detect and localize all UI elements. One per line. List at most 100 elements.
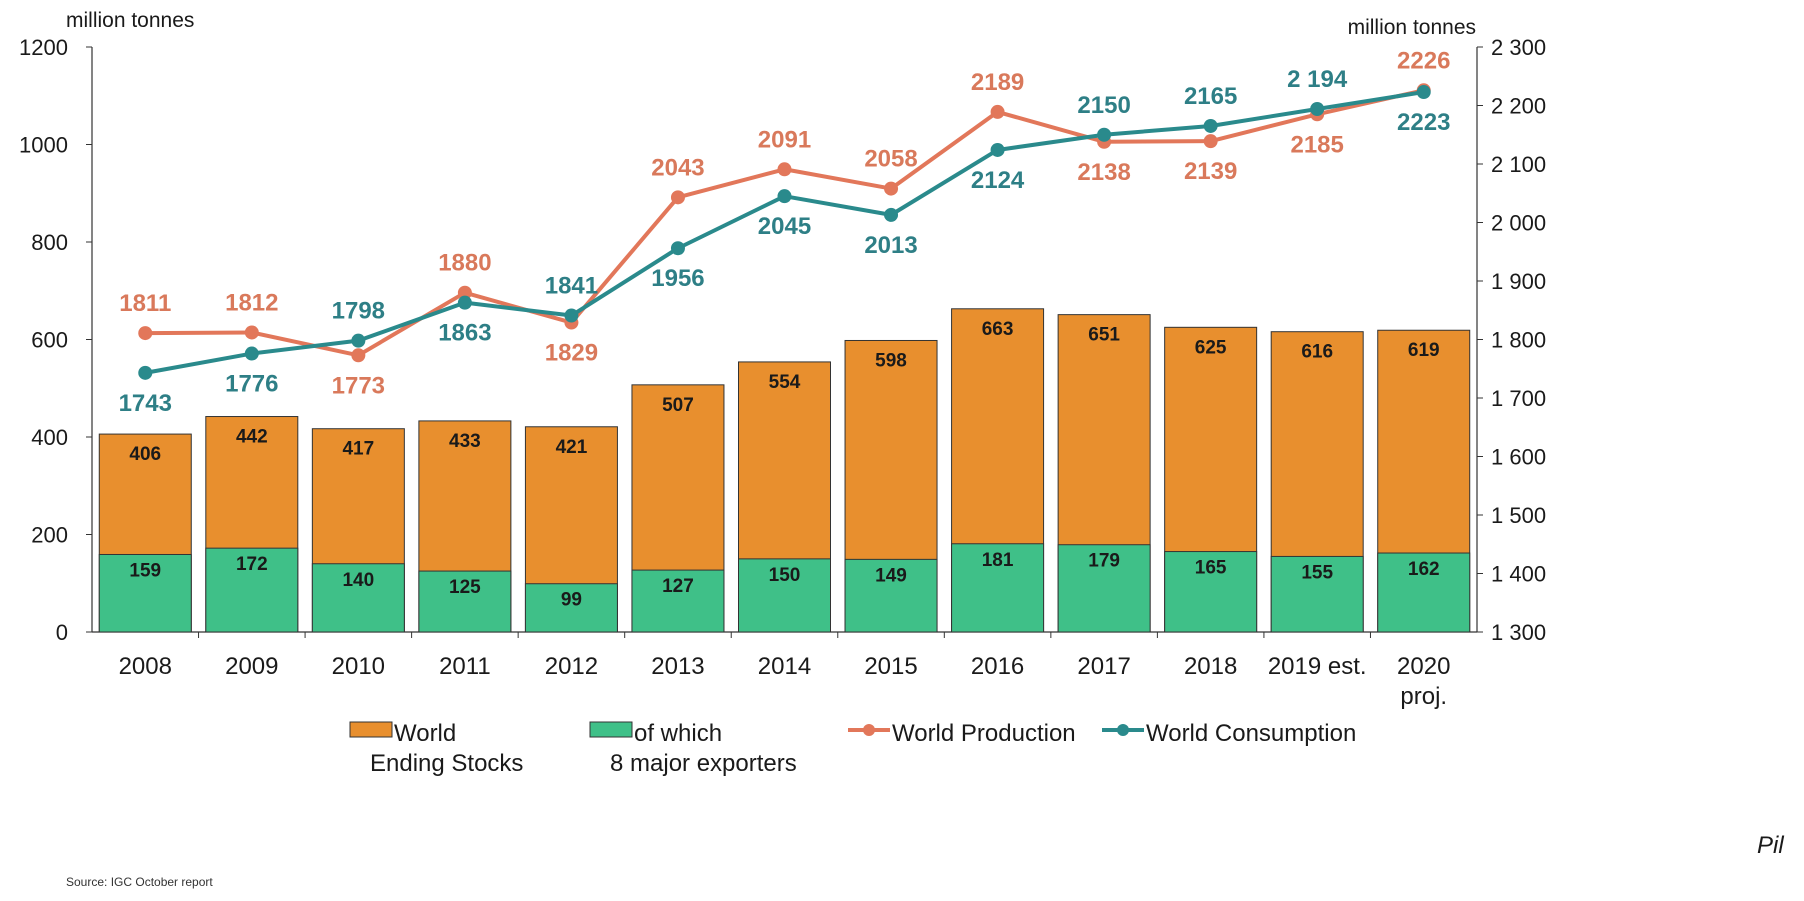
production-label: 1773 (332, 372, 385, 399)
production-point (670, 190, 685, 205)
x-tick-label: 2020 (1397, 653, 1450, 680)
bar-label-ending-stocks: 406 (129, 444, 161, 465)
consumption-label: 2165 (1184, 83, 1237, 110)
production-label: 2226 (1397, 47, 1450, 74)
corner-text: Pil (1757, 832, 1784, 859)
left-tick-label: 200 (31, 523, 68, 548)
right-tick-label: 1 400 (1491, 562, 1546, 587)
consumption-point (990, 142, 1005, 157)
consumption-point (564, 308, 579, 323)
consumption-point (138, 365, 153, 380)
production-point (884, 181, 899, 196)
production-label: 1811 (119, 290, 171, 317)
production-label: 2138 (1077, 159, 1130, 186)
production-label: 2139 (1184, 158, 1237, 185)
bar-8-major-exporters (418, 570, 512, 633)
production-point (244, 325, 259, 340)
bar-8-major-exporters (1057, 544, 1151, 633)
legend-label: World Production (892, 720, 1076, 747)
bar-label-ending-stocks: 663 (982, 319, 1014, 340)
legend-swatch (349, 721, 393, 738)
bar-8-major-exporters (738, 558, 831, 633)
consumption-label: 2150 (1077, 92, 1130, 119)
right-tick-label: 2 100 (1491, 152, 1546, 177)
bar-label-major-exporters: 149 (875, 565, 907, 586)
bar-label-ending-stocks: 619 (1408, 340, 1440, 361)
bar-8-major-exporters (951, 543, 1045, 633)
plot-area: 0 200 400 600 800 1000 1200 1 300 1 400 1 500 1 60… (19, 35, 1546, 710)
legend-label: Ending Stocks (370, 750, 523, 777)
bar-8-major-exporters (844, 558, 938, 633)
production-point (1203, 134, 1218, 149)
bar-label-major-exporters: 125 (449, 577, 481, 598)
consumption-point (1097, 127, 1112, 142)
left-tick-label: 1200 (19, 35, 68, 60)
x-tick-label: 2011 (439, 653, 491, 680)
consumption-point (1310, 102, 1325, 117)
consumption-point (670, 241, 685, 256)
consumption-point (1203, 118, 1218, 133)
consumption-label: 1798 (332, 298, 385, 325)
bar-label-ending-stocks: 442 (236, 427, 268, 448)
x-tick-label: 2019 est. (1268, 653, 1367, 680)
production-point (351, 348, 366, 363)
source-note: Source: IGC October report (66, 875, 213, 889)
production-label: 2091 (758, 126, 811, 153)
consumption-point (244, 346, 259, 361)
bar-label-major-exporters: 181 (982, 550, 1014, 571)
legend-label: 8 major exporters (610, 750, 797, 777)
legend-swatch-marker (1117, 724, 1129, 736)
right-tick-label: 1 600 (1491, 445, 1546, 470)
consumption-label: 1956 (651, 265, 704, 292)
bar-label-major-exporters: 162 (1408, 559, 1440, 580)
bar-8-major-exporters (311, 563, 405, 633)
legend-label: World Consumption (1146, 720, 1356, 747)
left-tick-label: 800 (31, 230, 68, 255)
bar-label-major-exporters: 140 (342, 570, 374, 591)
bar-label-ending-stocks: 616 (1301, 342, 1333, 363)
bar-label-ending-stocks: 598 (875, 350, 907, 371)
legend: World Ending Stocks of which 8 major export… (349, 720, 1356, 777)
x-tick-label: 2009 (225, 653, 278, 680)
consumption-label: 2013 (864, 232, 917, 259)
consumption-label: 1776 (225, 371, 278, 398)
legend-label: World (394, 720, 456, 747)
bar-label-ending-stocks: 417 (342, 439, 374, 460)
bar-8-major-exporters (1270, 555, 1364, 633)
x-tick-label: 2010 (332, 653, 385, 680)
bar-8-major-exporters (631, 569, 725, 633)
right-tick-label: 1 300 (1491, 620, 1546, 645)
left-tick-label: 0 (56, 620, 68, 645)
consumption-label: 2045 (758, 213, 811, 240)
production-point (777, 162, 792, 177)
production-label: 2185 (1290, 131, 1343, 158)
production-label: 1812 (225, 289, 278, 316)
consumption-label: 2 194 (1287, 66, 1348, 93)
consumption-point (1416, 85, 1431, 100)
bar-8-major-exporters (524, 583, 618, 633)
bar-8-major-exporters (1377, 552, 1471, 633)
right-tick-label: 1 800 (1491, 328, 1546, 353)
bar-8-major-exporters (98, 553, 192, 633)
x-tick-label: 2014 (758, 653, 811, 680)
x-tick-label: 2018 (1184, 653, 1237, 680)
bar-label-ending-stocks: 625 (1195, 337, 1227, 358)
bar-label-ending-stocks: 433 (449, 431, 481, 452)
right-tick-label: 2 200 (1491, 94, 1546, 119)
legend-label: of which (634, 720, 722, 747)
bar-label-ending-stocks: 651 (1088, 325, 1120, 346)
x-tick-label: 2008 (119, 653, 172, 680)
bar-8-major-exporters (1164, 551, 1258, 633)
bar-label-major-exporters: 99 (561, 590, 582, 611)
production-point (990, 104, 1005, 119)
consumption-label: 1863 (438, 320, 491, 347)
consumption-point (884, 207, 899, 222)
x-tick-label: 2016 (971, 653, 1024, 680)
production-label: 2043 (651, 154, 704, 181)
production-point (138, 326, 153, 341)
consumption-point (351, 333, 366, 348)
bar-label-major-exporters: 165 (1195, 558, 1227, 579)
bar-label-major-exporters: 172 (236, 554, 268, 575)
